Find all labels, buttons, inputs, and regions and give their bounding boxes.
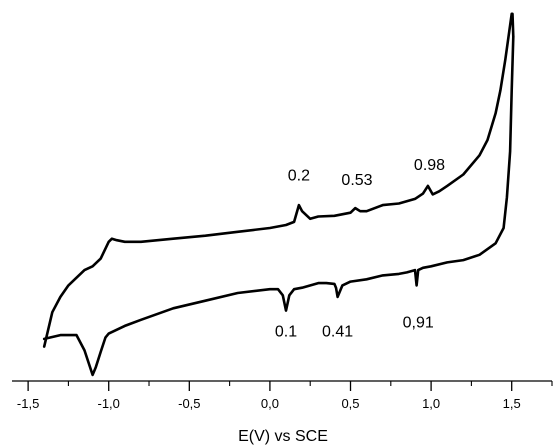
cathodic-scan-line (42, 35, 515, 377)
peak-label: 0.41 (322, 324, 353, 341)
plot-area: 0.2 0.53 0.98 0.1 0.41 0,91 (42, 12, 515, 377)
peak-label: 0.53 (341, 172, 372, 189)
peak-label: 0.2 (288, 168, 310, 185)
x-axis: -1,5 -1,0 -0,5 0,0 0,5 1,0 1,5 (12, 380, 553, 411)
x-tick-label: 1,0 (422, 396, 440, 411)
peak-label: 0.1 (275, 324, 297, 341)
x-tick-label: 0,5 (341, 396, 359, 411)
anodic-scan-line (42, 12, 515, 348)
x-tick-label: -1,5 (17, 396, 39, 411)
peak-label: 0.98 (414, 157, 445, 174)
peak-label: 0,91 (403, 315, 434, 332)
x-tick-label: -1,0 (98, 396, 120, 411)
x-axis-title: E(V) vs SCE (238, 428, 328, 445)
x-tick-label: 0,0 (261, 396, 279, 411)
x-tick-label: 1,5 (503, 396, 521, 411)
x-tick-label: -0,5 (178, 396, 200, 411)
